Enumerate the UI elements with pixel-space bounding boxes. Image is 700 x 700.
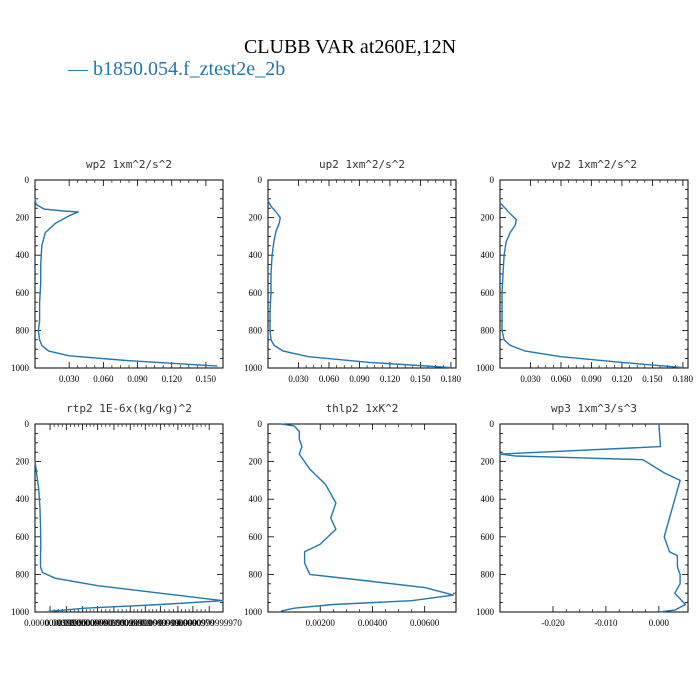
x-tick-label: 0.060: [319, 374, 340, 384]
y-tick-label: 200: [16, 213, 30, 223]
x-tick-label: 0.090: [127, 374, 148, 384]
y-tick-label: 600: [16, 288, 30, 298]
y-tick-label: 0: [258, 175, 263, 185]
panel-frame: [499, 179, 689, 369]
x-tick-label: -0.020: [541, 618, 565, 628]
y-tick-label: 200: [481, 213, 495, 223]
x-tick-label: 0.00400: [358, 618, 388, 628]
panel-title: up2 1xm^2/s^2: [319, 158, 405, 171]
y-tick-label: 1000: [476, 363, 495, 373]
x-tick-label: -0.010: [594, 618, 618, 628]
legend-entry: — b1850.054.f_ztest2e_2b: [68, 58, 286, 80]
y-tick-label: 0: [490, 419, 495, 429]
series-line: [34, 198, 218, 367]
series-line: [267, 200, 451, 369]
figure-title: CLUBB VAR at260E,12N: [243, 36, 457, 58]
x-tick-label: 0.0000000999: [57, 618, 109, 628]
series-line: [34, 461, 224, 613]
panel-frame: [34, 179, 224, 369]
x-tick-label: 0.0000999999970: [177, 618, 243, 628]
x-tick-label: 0.00000970: [172, 618, 215, 628]
y-tick-label: 1000: [244, 607, 263, 617]
x-tick-label: 0.00000999: [124, 618, 167, 628]
y-tick-label: 0: [258, 419, 263, 429]
panel-frame: [267, 423, 457, 613]
x-tick-label: 0.00600: [410, 618, 440, 628]
y-tick-label: 1000: [11, 607, 30, 617]
y-tick-label: 400: [16, 494, 30, 504]
x-tick-label: 0.060: [93, 374, 114, 384]
y-tick-label: 800: [481, 325, 495, 335]
y-tick-label: 0: [490, 175, 495, 185]
panel-title: wp3 1xm^3/s^3: [551, 402, 637, 415]
y-tick-label: 400: [249, 250, 263, 260]
y-tick-label: 200: [16, 457, 30, 467]
y-tick-label: 1000: [476, 607, 495, 617]
series-line: [499, 423, 687, 613]
x-tick-label: 0.000: [649, 618, 670, 628]
x-tick-label: 0.00000999: [109, 618, 152, 628]
x-tick-label: 0.090: [349, 374, 370, 384]
y-tick-label: 200: [249, 457, 263, 467]
x-tick-label: 0.00000999: [45, 618, 88, 628]
x-tick-label: 0.030: [59, 374, 80, 384]
panel-frame: [34, 423, 224, 613]
panel-frame: [267, 179, 457, 369]
panel-title: vp2 1xm^2/s^2: [551, 158, 637, 171]
y-tick-label: 400: [481, 250, 495, 260]
y-tick-label: 600: [249, 532, 263, 542]
x-tick-label: 0.120: [380, 374, 401, 384]
x-tick-label: 0.150: [642, 374, 663, 384]
x-tick-label: 0.030: [520, 374, 541, 384]
y-tick-label: 400: [481, 494, 495, 504]
x-tick-label: 0.090: [581, 374, 602, 384]
x-tick-label: 0.120: [162, 374, 183, 384]
y-tick-label: 1000: [244, 363, 263, 373]
y-tick-label: 400: [16, 250, 30, 260]
x-tick-label: 0.0000999: [141, 618, 180, 628]
x-tick-label: 0.0000999: [159, 618, 198, 628]
y-tick-label: 200: [249, 213, 263, 223]
panel-title: wp2 1xm^2/s^2: [86, 158, 172, 171]
x-tick-label: 0.150: [196, 374, 217, 384]
x-tick-label: 0.120: [612, 374, 633, 384]
y-tick-label: 400: [249, 494, 263, 504]
x-tick-label: 0.00000000999: [86, 618, 143, 628]
y-tick-label: 600: [481, 532, 495, 542]
x-tick-label: 0.150: [410, 374, 431, 384]
y-tick-label: 0: [25, 419, 30, 429]
x-tick-label: 0.00200: [306, 618, 336, 628]
panel-title: rtp2 1E-6x(kg/kg)^2: [66, 402, 192, 415]
y-tick-label: 800: [249, 569, 263, 579]
x-tick-label: 0.0000000999: [24, 618, 76, 628]
panel-title: thlp2 1xK^2: [326, 402, 399, 415]
series-line: [499, 202, 683, 369]
y-tick-label: 600: [249, 288, 263, 298]
y-tick-label: 800: [16, 569, 30, 579]
x-tick-label: 0.00000000999: [70, 618, 127, 628]
x-tick-label: 0.060: [551, 374, 572, 384]
y-tick-label: 200: [481, 457, 495, 467]
y-tick-label: 800: [481, 569, 495, 579]
y-tick-label: 600: [481, 288, 495, 298]
y-tick-label: 1000: [11, 363, 30, 373]
y-tick-label: 0: [25, 175, 30, 185]
x-tick-label: 0.180: [673, 374, 694, 384]
y-tick-label: 800: [249, 325, 263, 335]
y-tick-label: 800: [16, 325, 30, 335]
x-tick-label: 0.030: [288, 374, 309, 384]
x-tick-label: 0.180: [441, 374, 462, 384]
y-tick-label: 600: [16, 532, 30, 542]
series-line: [280, 423, 455, 612]
